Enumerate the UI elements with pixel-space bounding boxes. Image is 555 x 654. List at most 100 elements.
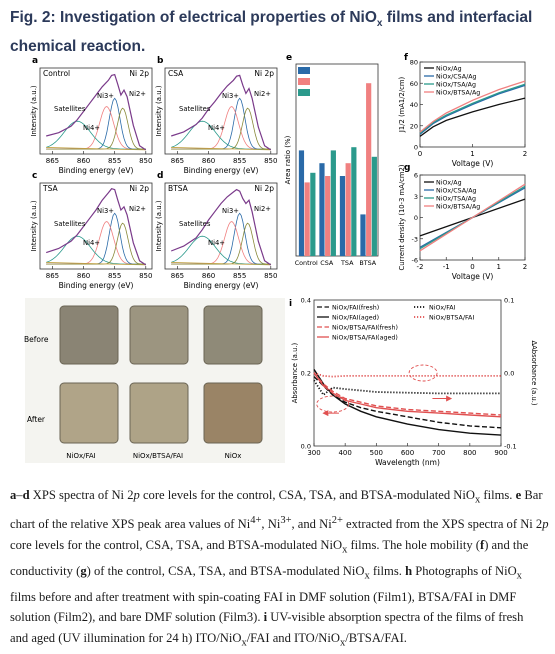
- y-tick-label-g: -3: [412, 235, 418, 243]
- xps-background-a: [46, 147, 146, 151]
- x-tick-label-g: 1: [497, 263, 501, 271]
- photo-after-film-2: [129, 382, 189, 444]
- abs-annotation-circle-2: [408, 364, 438, 382]
- bar-Ni4+-TSA: [339, 176, 346, 256]
- series-line-f-0: [419, 97, 526, 137]
- x-tick-label-f: 1: [470, 150, 474, 158]
- xps-annot-ni3-b: Ni3+: [222, 92, 239, 100]
- xps-annot-satellites-c: Satellites: [54, 220, 86, 228]
- xps-annot-ni4-b: Ni4+: [208, 124, 225, 132]
- xps-peak-label-d: Ni 2p: [254, 184, 274, 193]
- xps-envelope-b: [171, 74, 272, 151]
- xps-tick-label-d: 860: [202, 272, 215, 280]
- abs-series-5: [313, 372, 501, 378]
- x-tick-label-g: 2: [523, 263, 527, 271]
- legend-swatch-Ni3+: [298, 78, 310, 85]
- panel-letter-a: a: [32, 56, 38, 66]
- y-tick-label-f: 20: [410, 122, 418, 130]
- bar-ylabel: Area ratio (%): [284, 135, 292, 184]
- bar-category-label: TSA: [340, 259, 354, 267]
- xps-component-c: [46, 222, 146, 265]
- legend-label-g-1: NiOx/CSA/Ag: [436, 188, 477, 195]
- xps-xlabel-d: Binding energy (eV): [184, 281, 259, 290]
- series-line-f-3: [419, 80, 526, 133]
- x-tick-label-g: -1: [443, 263, 450, 271]
- photo-after-film-3: [203, 382, 263, 444]
- bar-Ni3+-TSA: [345, 163, 351, 256]
- abs-ylabel: Absorbance (a.u.): [291, 342, 299, 403]
- photo-col-label-1: NiOx/FAI: [66, 452, 95, 460]
- legend-label-f-1: NiOx/CSA/Ag: [436, 74, 477, 81]
- abs-series-1: [313, 369, 502, 436]
- panel-letter-d: d: [157, 171, 163, 181]
- xps-envelope-d: [170, 188, 272, 266]
- bar-category-label: Control: [295, 259, 318, 267]
- xps-tick-label-d: 865: [171, 272, 184, 280]
- abs-series-2: [313, 372, 502, 416]
- abs-y2-tick-label: 0.1: [504, 297, 514, 305]
- xps-envelope-c: [46, 188, 147, 266]
- xps-frame-b: [164, 67, 278, 155]
- xps-label-d: BTSA: [168, 184, 189, 193]
- ylabel-g: Current density (10-3 mA/cm2): [398, 164, 406, 270]
- xps-tick-label-d: 855: [233, 272, 246, 280]
- abs-y-tick-label: 0.2: [301, 370, 311, 378]
- photo-before-film-2: [129, 305, 189, 365]
- photo-row-label-after: After: [27, 415, 46, 424]
- abs-y2-tick-label: 0.0: [504, 370, 514, 378]
- xps-tick-label-b: 855: [233, 157, 246, 165]
- y-tick-label-g: 3: [414, 193, 418, 201]
- xps-ylabel-a: Intensity (a.u.): [30, 85, 38, 137]
- xps-frame-a: [39, 67, 153, 155]
- abs-legend-label-2: NiOx/BTSA/FAI(fresh): [332, 325, 398, 332]
- legend-label-Ni2+: Ni2+: [312, 90, 327, 97]
- bar-Ni2+-TSA: [351, 147, 357, 256]
- xps-tick-label-c: 865: [46, 272, 59, 280]
- xps-tick-label-c: 850: [139, 272, 152, 280]
- abs-y2label: ΔAbsorbance (a.u.): [530, 340, 538, 405]
- xps-tick-label-b: 850: [264, 157, 277, 165]
- xps-peak-label-c: Ni 2p: [129, 184, 149, 193]
- bar-category-label: BTSA: [359, 259, 376, 267]
- xps-tick-label-a: 865: [46, 157, 59, 165]
- series-line-g-3: [419, 183, 526, 252]
- xps-annot-ni3-c: Ni3+: [97, 207, 114, 215]
- figure-canvas: a Control Ni 2p Satellites Ni3+ Ni2+ Ni4+ 865 86…: [24, 53, 538, 467]
- xps-xlabel-c: Binding energy (eV): [59, 281, 134, 290]
- abs-xlabel: Wavelength (nm): [375, 458, 440, 467]
- xps-component-d: [171, 222, 271, 265]
- xps-ylabel-c: Intensity (a.u.): [30, 200, 38, 252]
- xps-peak-label-a: Ni 2p: [129, 69, 149, 78]
- abs-x-tick-label: 900: [494, 449, 507, 457]
- panel-letter-g: g: [404, 163, 410, 173]
- xps-annot-ni2-a: Ni2+: [129, 90, 146, 98]
- figure-title: Fig. 2: Investigation of electrical prop…: [10, 9, 533, 56]
- xps-peak-label-b: Ni 2p: [254, 69, 274, 78]
- xps-component-b: [171, 107, 271, 150]
- abs-x-tick-label: 600: [401, 449, 414, 457]
- panel-letter-c: c: [32, 171, 37, 181]
- xps-tick-label-a: 850: [139, 157, 152, 165]
- legend-label-g-2: NiOx/TSA/Ag: [436, 196, 476, 203]
- abs-legend-label-1: NiOx/FAI(aged): [332, 315, 379, 322]
- bar-Ni2+-BTSA: [371, 156, 377, 256]
- x-tick-label-f: 0: [418, 150, 422, 158]
- xps-tick-label-a: 855: [108, 157, 121, 165]
- abs-legend-label-0: NiOx/FAI(fresh): [332, 305, 379, 312]
- bar-Ni4+-BTSA: [360, 214, 366, 256]
- xps-tick-label-a: 860: [77, 157, 90, 165]
- xps-background-c: [46, 262, 146, 266]
- legend-label-f-2: NiOx/TSA/Ag: [436, 82, 476, 89]
- bar-Ni2+-CSA: [330, 150, 336, 256]
- xps-label-c: TSA: [42, 184, 58, 193]
- xps-xlabel-b: Binding energy (eV): [184, 166, 259, 175]
- abs-legend-label-4: NiOx/FAI: [429, 305, 456, 312]
- abs-x-tick-label: 700: [432, 449, 445, 457]
- xps-annot-satellites-b: Satellites: [179, 105, 211, 113]
- y-tick-label-g: -6: [412, 257, 418, 265]
- xps-annot-ni4-a: Ni4+: [83, 124, 100, 132]
- panel-letter-e: e: [286, 53, 292, 63]
- series-line-f-1: [419, 84, 526, 135]
- abs-x-tick-label: 300: [307, 449, 320, 457]
- xps-label-b: CSA: [168, 69, 184, 78]
